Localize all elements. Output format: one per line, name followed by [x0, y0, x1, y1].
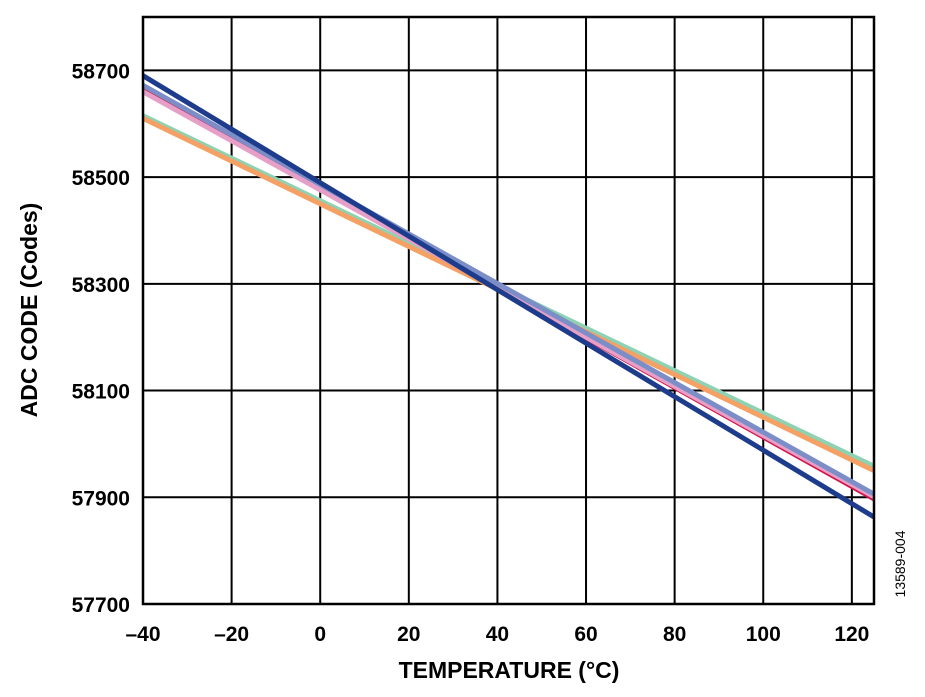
x-tick-label: 60: [574, 623, 597, 646]
y-tick-label: 58500: [72, 167, 130, 190]
y-axis-title: ADC CODE (Codes): [16, 203, 42, 418]
x-tick-label: –40: [125, 623, 160, 646]
x-tick-label: –20: [214, 623, 249, 646]
y-tick-label: 57900: [72, 487, 130, 510]
x-tick-label: 120: [834, 623, 869, 646]
grid: [142, 16, 874, 605]
y-tick-label: 58300: [72, 274, 130, 297]
plot-frame: [141, 15, 876, 606]
series-line-dark-blue: [143, 73, 874, 520]
x-axis-title: TEMPERATURE (°C): [399, 657, 620, 683]
series-lines: [143, 73, 874, 520]
y-tick-label: 57700: [72, 594, 130, 617]
x-tick-labels: –40 –20 0 20 40 60 80 100 120: [125, 623, 869, 646]
y-tick-label: 58100: [72, 381, 130, 404]
x-tick-label: 40: [486, 623, 509, 646]
y-tick-labels: 57700 57900 58100 58300 58500 58700: [72, 60, 130, 617]
x-tick-label: 80: [663, 623, 686, 646]
x-tick-label: 20: [397, 623, 420, 646]
series-line-slate-blue: [143, 83, 874, 497]
figure-id-label: 13589-004: [892, 530, 908, 597]
x-tick-label: 100: [746, 623, 781, 646]
x-tick-label: 0: [314, 623, 326, 646]
y-tick-label: 58700: [72, 60, 130, 83]
